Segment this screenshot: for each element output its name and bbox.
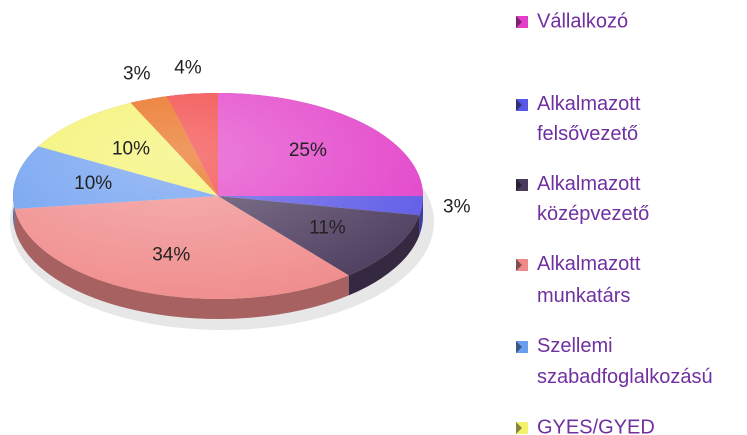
legend-swatch-shade [516,259,522,271]
legend-swatch-shade [516,341,522,353]
data-labels: 25% 3% 11% 34% 10%10% 3% 4% [74,57,470,265]
legend-label: Alkalmazott felsővezető [537,93,646,145]
data-label: 10% [74,173,112,194]
data-label: 11% [309,218,346,239]
data-label: 3% [443,196,471,217]
legend-swatch-shade [516,99,522,111]
legend-swatch-shade [516,179,522,191]
legend-label: Szellemi szabadfoglalkozású [537,335,713,388]
pie-shine [13,93,423,299]
legend-label: GYES/GYED [537,416,655,435]
data-label: 25% [289,140,327,161]
slice-side [348,215,420,296]
legend: Vállalkozó Alkalmazott felsővezető Alkalma… [516,10,713,435]
legend-swatch-shade [516,16,522,28]
data-label: 3% [123,64,151,85]
data-label: 34% [152,244,190,265]
legend-label: Alkalmazott középvezető [537,173,649,225]
legend-label: Alkalmazott munkatárs [537,253,646,307]
legend-swatch-shade [516,422,522,434]
data-label: 10% [112,138,150,159]
pie-slices [12,93,423,299]
legend-label: Vállalkozó [537,10,628,32]
data-label: 4% [174,57,202,78]
slice-side [14,208,349,319]
slice-side [419,196,423,236]
